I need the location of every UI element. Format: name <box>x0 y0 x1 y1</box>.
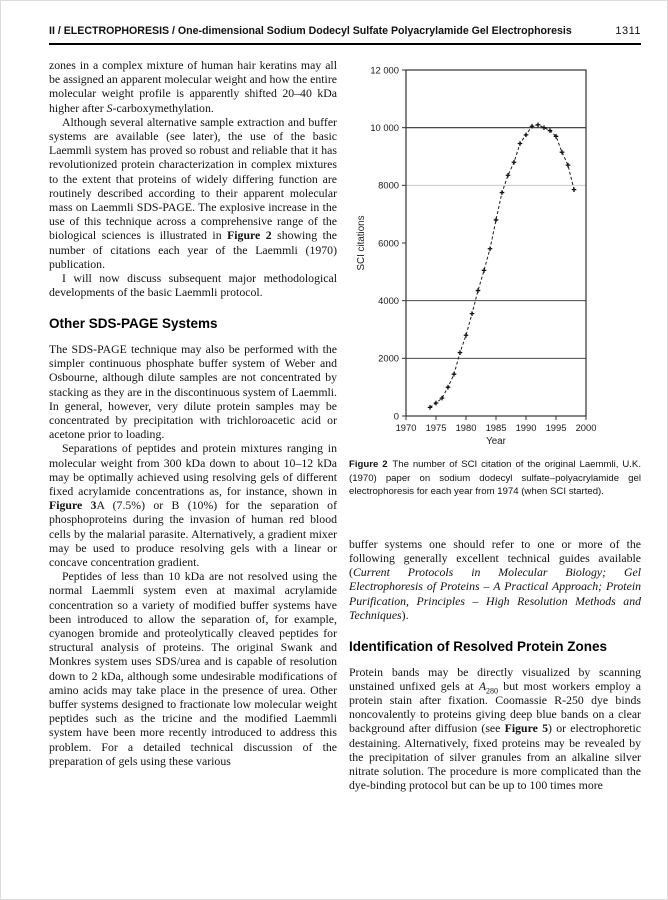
svg-text:10 000: 10 000 <box>370 122 399 133</box>
paragraph: zones in a complex mixture of human hair… <box>49 58 337 115</box>
svg-text:1995: 1995 <box>546 422 567 433</box>
paragraph: Protein bands may be directly visualized… <box>349 664 642 793</box>
right-column: 0 2000 4000 6000 8000 10 000 12 000 1970 1975 198… <box>349 58 641 792</box>
figure-2-chart: 0 2000 4000 6000 8000 10 000 12 000 1970 1975 198… <box>356 64 597 447</box>
svg-text:2000: 2000 <box>576 422 597 433</box>
svg-text:1975: 1975 <box>426 422 447 433</box>
left-column: zones in a complex mixture of human hair… <box>49 58 337 792</box>
figure-caption: Figure 2 The number of SCI citation of t… <box>349 459 641 498</box>
paragraph: I will now discuss subsequent major meth… <box>49 271 337 300</box>
svg-text:0: 0 <box>394 410 399 421</box>
svg-text:SCI citations: SCI citations <box>356 215 367 270</box>
svg-text:Year: Year <box>486 436 507 447</box>
svg-text:6000: 6000 <box>378 237 399 248</box>
paragraph: The SDS-PAGE technique may also be perfo… <box>49 341 337 442</box>
paragraph: Separations of peptides and protein mixt… <box>49 441 337 569</box>
two-column-layout: zones in a complex mixture of human hair… <box>49 58 641 792</box>
svg-text:4000: 4000 <box>378 295 399 306</box>
svg-text:1970: 1970 <box>396 422 417 433</box>
svg-text:1990: 1990 <box>516 422 537 433</box>
section-heading: Other SDS-PAGE Systems <box>49 316 218 332</box>
svg-text:2000: 2000 <box>378 353 399 364</box>
svg-text:1985: 1985 <box>486 422 507 433</box>
paragraph: Peptides of less than 10 kDa are not res… <box>49 569 337 768</box>
page-content: II / ELECTROPHORESIS / One-dimensional S… <box>49 25 641 792</box>
section-heading: Identification of Resolved Protein Zones <box>349 639 608 654</box>
svg-text:1980: 1980 <box>456 422 477 433</box>
svg-text:12 000: 12 000 <box>370 64 399 75</box>
page-title: II / ELECTROPHORESIS / One-dimensional S… <box>49 25 572 37</box>
running-header: II / ELECTROPHORESIS / One-dimensional S… <box>49 25 641 45</box>
figure-2: 0 2000 4000 6000 8000 10 000 12 000 1970 1975 198… <box>349 58 641 499</box>
paragraph: buffer systems one should refer to one o… <box>349 536 641 622</box>
page-number: 1311 <box>615 25 641 37</box>
paragraph: Although several alternative sample extr… <box>49 114 337 271</box>
svg-text:8000: 8000 <box>378 180 399 191</box>
